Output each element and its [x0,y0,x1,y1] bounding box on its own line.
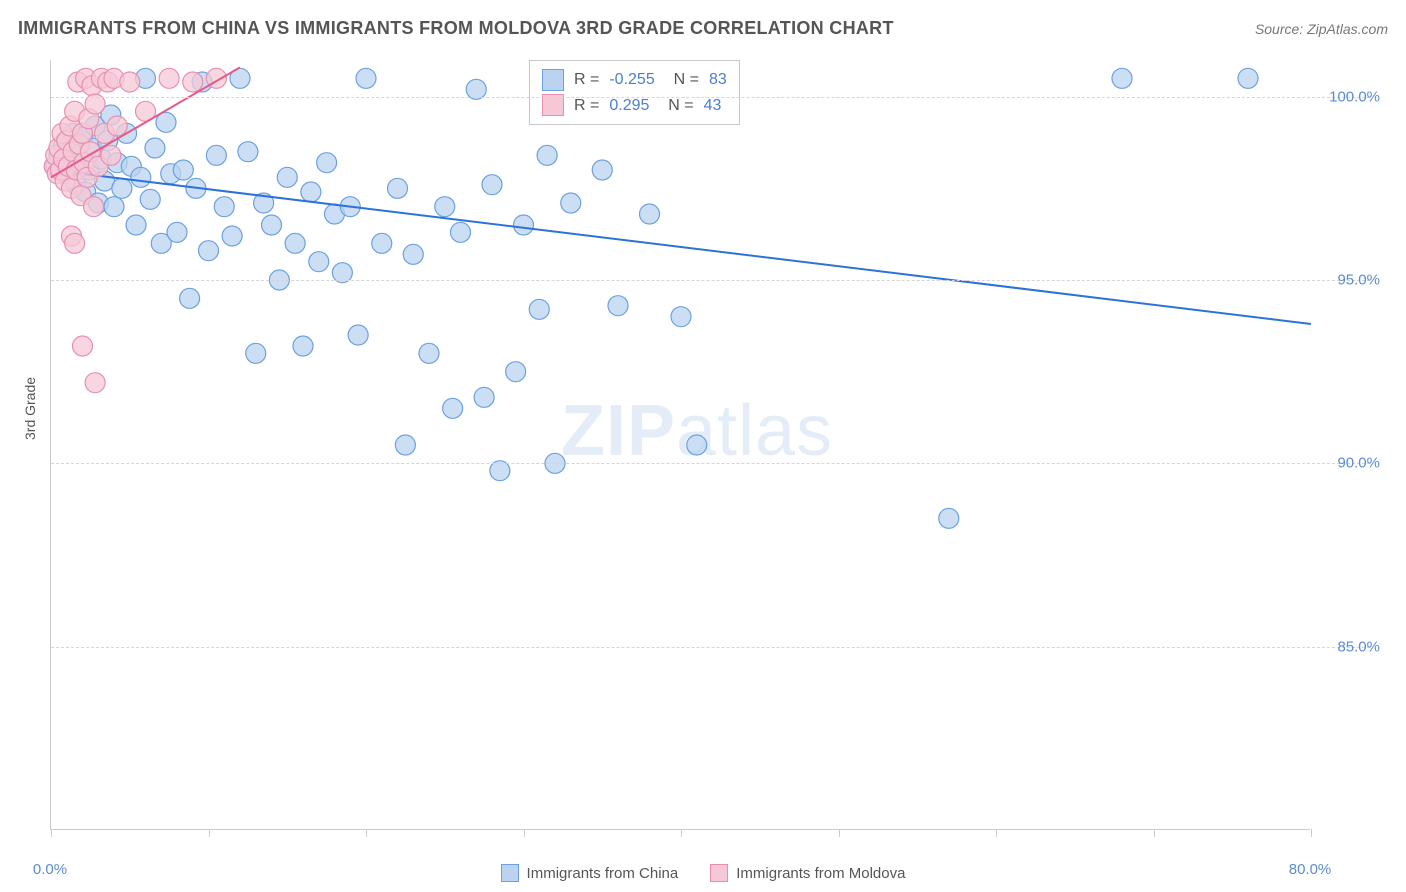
data-point-china [145,138,165,158]
x-tick-label: 80.0% [1289,861,1332,878]
stats-n-label: N = [665,67,699,93]
legend-label-china: Immigrants from China [527,865,679,882]
data-point-china [112,178,132,198]
data-point-china [301,182,321,202]
data-point-china [403,244,423,264]
data-point-china [277,167,297,187]
legend-swatch-moldova-icon [710,864,728,882]
plot-svg [51,60,1310,829]
data-point-china [514,215,534,235]
data-point-china [246,343,266,363]
data-point-moldova [107,116,127,136]
data-point-china [126,215,146,235]
data-point-china [180,288,200,308]
x-tick [1311,829,1312,837]
data-point-china [939,508,959,528]
data-point-china [206,145,226,165]
stats-box: R = -0.255 N = 83 R = 0.295 N = 43 [529,60,740,125]
stats-r-label: R = [574,67,599,93]
x-tick [524,829,525,837]
data-point-china [238,142,258,162]
y-tick-label: 90.0% [1337,455,1380,472]
data-point-china [451,222,471,242]
data-point-china [687,435,707,455]
x-tick [839,829,840,837]
stats-n-china: 83 [709,67,727,93]
data-point-china [293,336,313,356]
data-point-china [214,197,234,217]
data-point-moldova [85,373,105,393]
data-point-china [356,68,376,88]
data-point-moldova [183,72,203,92]
swatch-china-icon [542,69,564,91]
gridline [51,647,1370,648]
data-point-moldova [84,197,104,217]
data-point-china [262,215,282,235]
data-point-china [608,296,628,316]
data-point-china [592,160,612,180]
data-point-china [506,362,526,382]
y-axis-title: 3rd Grade [22,377,38,440]
y-tick-label: 100.0% [1329,88,1380,105]
data-point-china [348,325,368,345]
x-tick [51,829,52,837]
data-point-china [1238,68,1258,88]
gridline [51,463,1370,464]
legend-swatch-china-icon [501,864,519,882]
data-point-china [199,241,219,261]
legend-label-moldova: Immigrants from Moldova [736,865,905,882]
data-point-china [529,299,549,319]
data-point-china [561,193,581,213]
data-point-china [317,153,337,173]
data-point-china [419,343,439,363]
gridline [51,97,1370,98]
data-point-moldova [159,68,179,88]
data-point-china [388,178,408,198]
data-point-china [640,204,660,224]
gridline [51,280,1370,281]
y-tick-label: 95.0% [1337,272,1380,289]
x-tick [1154,829,1155,837]
data-point-china [140,189,160,209]
trend-line-china [51,170,1311,324]
data-point-china [309,252,329,272]
legend-item-moldova: Immigrants from Moldova [710,864,905,882]
stats-r-china: -0.255 [609,67,654,93]
data-point-china [173,160,193,180]
data-point-china [537,145,557,165]
plot-area: ZIPatlas R = -0.255 N = 83 R = 0.295 N =… [50,60,1310,830]
chart-title: IMMIGRANTS FROM CHINA VS IMMIGRANTS FROM… [18,18,894,39]
x-tick [681,829,682,837]
data-point-china [167,222,187,242]
data-point-moldova [120,72,140,92]
chart-header: IMMIGRANTS FROM CHINA VS IMMIGRANTS FROM… [18,18,1388,39]
data-point-china [482,175,502,195]
data-point-china [131,167,151,187]
data-point-moldova [73,336,93,356]
data-point-china [222,226,242,246]
data-point-china [671,307,691,327]
data-point-china [104,197,124,217]
swatch-moldova-icon [542,94,564,116]
data-point-moldova [65,233,85,253]
stats-row-china: R = -0.255 N = 83 [542,67,727,93]
chart-source: Source: ZipAtlas.com [1255,21,1388,37]
data-point-china [435,197,455,217]
data-point-china [474,387,494,407]
bottom-legend: Immigrants from China Immigrants from Mo… [0,864,1406,882]
x-tick-label: 0.0% [33,861,67,878]
data-point-china [1112,68,1132,88]
y-tick-label: 85.0% [1337,638,1380,655]
data-point-china [372,233,392,253]
data-point-moldova [101,145,121,165]
x-tick [996,829,997,837]
x-tick [366,829,367,837]
data-point-china [395,435,415,455]
data-point-china [443,398,463,418]
x-tick [209,829,210,837]
data-point-china [285,233,305,253]
legend-item-china: Immigrants from China [501,864,679,882]
